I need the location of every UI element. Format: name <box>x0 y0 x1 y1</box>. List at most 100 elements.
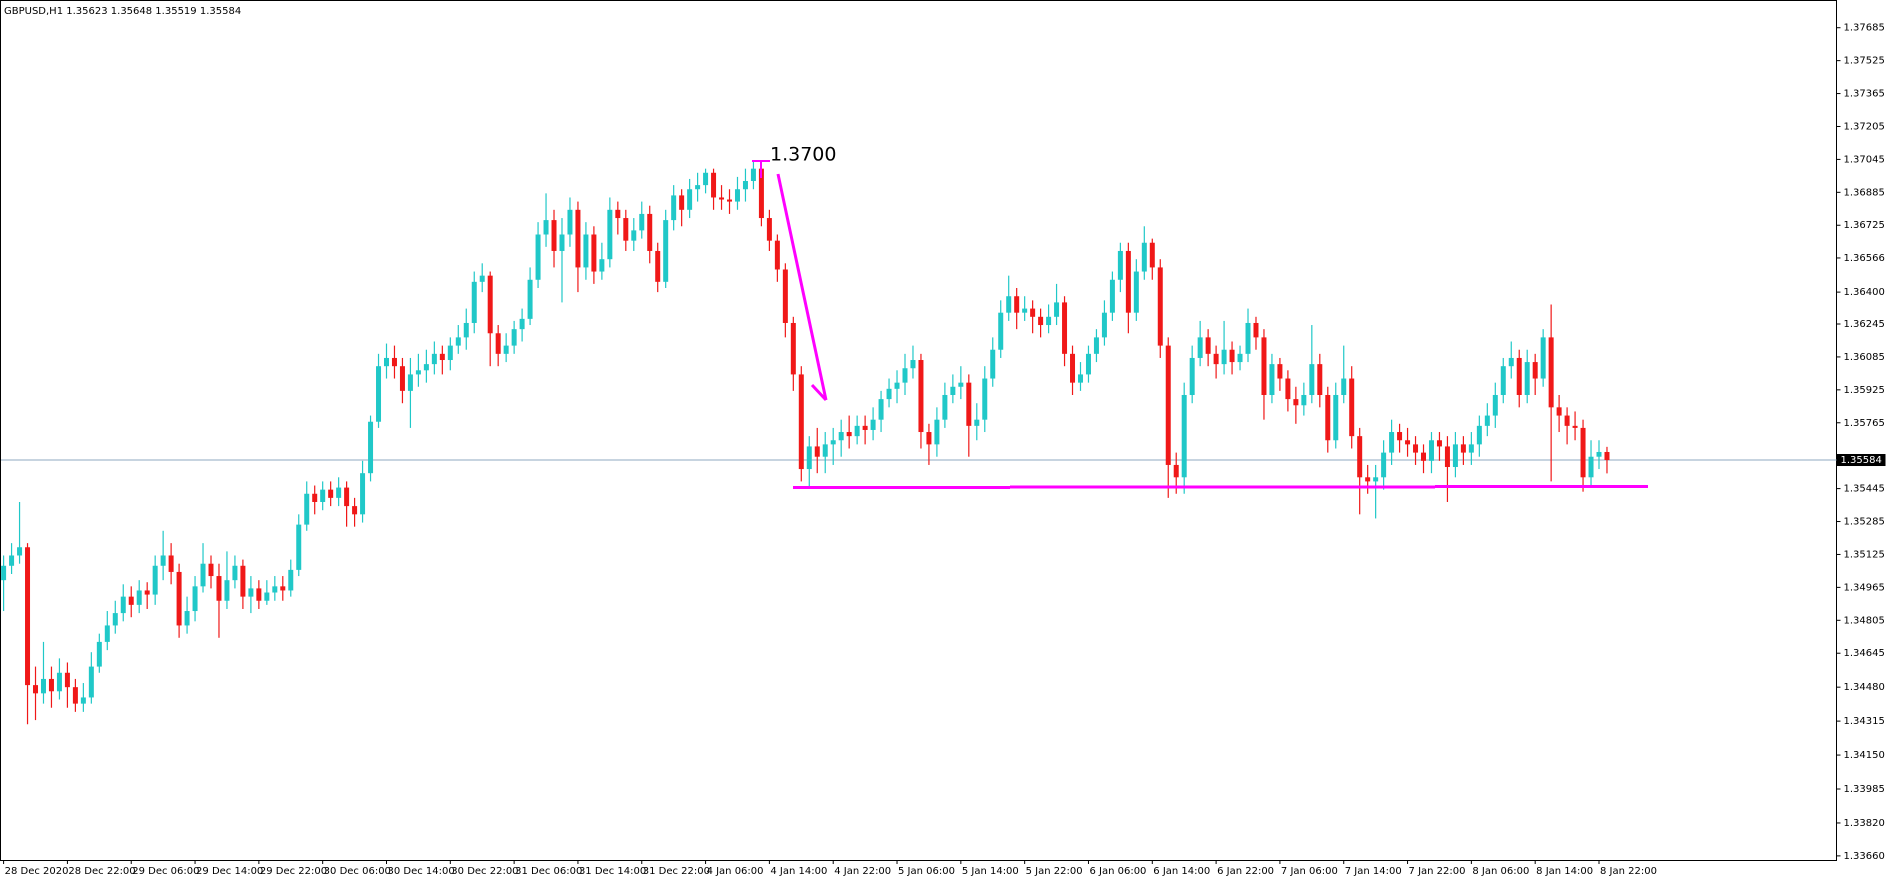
candle-body <box>1173 464 1179 478</box>
candle-body <box>878 399 884 420</box>
candle-body <box>1046 316 1052 326</box>
candle-body <box>567 209 573 235</box>
candle-body <box>990 349 996 379</box>
candle-body <box>1213 353 1219 365</box>
x-tick-label: 28 Dec 22:00 <box>68 866 135 877</box>
candle-body <box>80 697 86 704</box>
candle-body <box>647 213 653 251</box>
x-tick-label: 29 Dec 22:00 <box>260 866 327 877</box>
candle-body <box>822 444 828 457</box>
candle-body <box>1421 452 1427 461</box>
candle-body <box>264 592 270 601</box>
candle-body <box>974 419 980 426</box>
y-tick-label: 1.34150 <box>1844 750 1885 761</box>
candle-body <box>1253 322 1259 338</box>
candle-body <box>383 357 389 367</box>
candle-body <box>1054 302 1060 317</box>
candle-body <box>902 368 908 383</box>
candle-body <box>1357 436 1363 478</box>
candle-body <box>439 353 445 361</box>
candle-body <box>679 195 685 210</box>
arrow-head <box>810 383 828 402</box>
candle-body <box>352 506 358 515</box>
x-tick-label: 5 Jan 22:00 <box>1026 866 1083 877</box>
candle-body <box>376 366 382 422</box>
candle-body <box>64 672 70 688</box>
candle-body <box>1293 399 1299 406</box>
candle-body <box>208 563 214 577</box>
candle-body <box>527 279 533 319</box>
y-tick-label: 1.33660 <box>1844 851 1885 862</box>
candle-body <box>1596 451 1602 457</box>
candle-body <box>224 580 230 601</box>
candle-body <box>240 565 246 597</box>
y-tick-label: 1.34315 <box>1844 716 1885 727</box>
y-tick-label: 1.36566 <box>1844 253 1885 264</box>
candle-body <box>471 281 477 323</box>
candle-body <box>1460 444 1466 453</box>
candle-body <box>1101 312 1107 338</box>
y-tick-label: 1.34965 <box>1844 582 1885 593</box>
candle-body <box>1077 374 1083 383</box>
candle-body <box>1389 432 1395 453</box>
candle-body <box>774 240 780 270</box>
y-tick-label: 1.33985 <box>1844 784 1885 795</box>
x-tick-label: 6 Jan 22:00 <box>1217 866 1274 877</box>
candle-body <box>703 172 709 186</box>
candle-body <box>1141 242 1147 272</box>
last-price-label: 1.35584 <box>1841 455 1882 466</box>
candle-body <box>711 172 717 198</box>
candle-body <box>1165 345 1171 465</box>
candle-body <box>1572 425 1578 428</box>
y-tick-label: 1.37365 <box>1844 89 1885 100</box>
candle-body <box>40 678 46 694</box>
candle-body <box>1245 322 1251 354</box>
x-tick-label: 8 Jan 06:00 <box>1472 866 1529 877</box>
candle-body <box>1564 415 1570 426</box>
candle-body <box>1117 250 1123 280</box>
candle-body <box>599 259 605 272</box>
candle-body <box>1277 364 1283 379</box>
candle-body <box>9 555 15 566</box>
y-tick-label: 1.33820 <box>1844 818 1885 829</box>
candle-body <box>918 360 924 433</box>
candle-body <box>1109 279 1115 313</box>
candle-body <box>360 473 366 515</box>
y-tick-label: 1.35445 <box>1844 484 1885 495</box>
candle-body <box>248 588 254 597</box>
candle-body <box>48 678 54 692</box>
candle-body <box>830 440 836 445</box>
candle-body <box>407 374 413 391</box>
candle-body <box>1508 357 1514 367</box>
candle-body <box>623 218 629 241</box>
candle-body <box>304 493 310 525</box>
candle-body <box>1540 337 1546 379</box>
y-tick-label: 1.34645 <box>1844 648 1885 659</box>
candle-body <box>806 446 812 470</box>
candle-body <box>1524 362 1530 395</box>
candle-body <box>854 425 860 437</box>
axis-layer: 1.37685 1.37525 1.37365 1.37205 1.37045 1.368… <box>1 23 1886 877</box>
candle-body <box>551 220 557 251</box>
candle-body <box>934 419 940 445</box>
x-tick-label: 4 Jan 06:00 <box>707 866 764 877</box>
candle-body <box>655 250 661 282</box>
candle-body <box>399 366 405 391</box>
candle-body <box>1237 353 1243 363</box>
y-tick-label: 1.36085 <box>1844 352 1885 363</box>
y-tick-label: 1.36400 <box>1844 287 1885 298</box>
candle-body <box>870 419 876 430</box>
candle-body <box>1381 452 1387 478</box>
candle-body <box>112 613 118 626</box>
candle-body <box>1468 444 1474 453</box>
candle-body <box>950 386 956 395</box>
candle-body <box>1157 267 1163 346</box>
candle-body <box>1413 444 1419 453</box>
candle-body <box>1038 316 1044 326</box>
candle-body <box>1181 394 1187 478</box>
candle-body <box>790 322 796 375</box>
x-tick-label: 31 Dec 06:00 <box>515 866 582 877</box>
y-tick-label: 1.35125 <box>1844 549 1885 560</box>
